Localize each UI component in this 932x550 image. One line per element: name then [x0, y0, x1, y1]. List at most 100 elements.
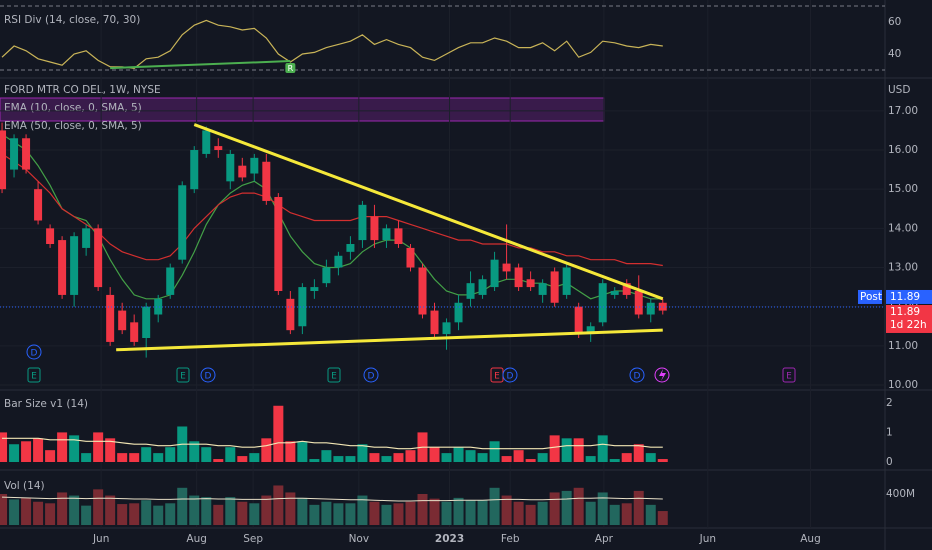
volume-bar — [537, 501, 548, 525]
event-label: E — [331, 372, 337, 382]
candle-body — [142, 306, 151, 339]
volume-bar — [189, 495, 200, 525]
candle-body — [130, 322, 139, 342]
volume-bar — [141, 500, 152, 525]
candle-body — [202, 130, 211, 154]
barsize-bar — [645, 453, 656, 462]
barsize-bar — [165, 447, 176, 462]
candle-body — [478, 279, 487, 295]
x-tick-label: Aug — [800, 533, 821, 545]
y-tick-label: 400M — [886, 488, 915, 500]
volume-bar — [0, 494, 8, 525]
barsize-bar — [477, 453, 488, 462]
barsize-bar — [369, 453, 380, 462]
candle-body — [442, 322, 451, 335]
candle-body — [430, 310, 439, 335]
barsize-bar — [21, 441, 32, 462]
barsize-bar — [9, 444, 20, 462]
volume-bar — [81, 505, 92, 525]
x-tick-label: 2023 — [435, 533, 464, 545]
candle-body — [178, 185, 187, 260]
candle-body — [406, 247, 415, 268]
barsize-bar — [81, 453, 92, 462]
barsize-bar — [285, 441, 296, 462]
barsize-bar — [429, 447, 440, 462]
countdown: 1d 22h — [890, 319, 927, 331]
divergence-line — [110, 60, 291, 70]
volume-bar — [585, 501, 596, 525]
event-icon — [27, 367, 41, 383]
volume-bar — [645, 504, 656, 525]
candle-body — [10, 138, 19, 170]
volume-bar — [441, 501, 452, 525]
candle-body — [502, 263, 511, 272]
candle-body — [0, 130, 7, 190]
volume-bar — [417, 494, 428, 525]
candle-body — [382, 228, 391, 241]
candle-body — [646, 302, 655, 315]
volume-bar — [321, 501, 332, 525]
barsize-bar — [309, 459, 320, 462]
event-label: E — [494, 372, 500, 382]
y-tick-label: 17.00 — [888, 105, 918, 117]
barsize-bar — [501, 456, 512, 462]
symbol-title: FORD MTR CO DEL, 1W, NYSE — [4, 84, 161, 96]
candle-body — [274, 197, 283, 292]
y-tick-label: 2 — [886, 397, 893, 409]
event-icon — [26, 344, 42, 360]
volume-bar — [309, 504, 320, 525]
volume-bar — [489, 487, 500, 525]
volume-bar — [237, 501, 248, 525]
candle-body — [358, 204, 367, 241]
volume-bar — [657, 511, 668, 525]
volume-bar — [285, 492, 296, 525]
barsize-bar — [537, 453, 548, 462]
barsize-bar — [225, 447, 236, 462]
x-tick-label: Sep — [243, 533, 263, 545]
candle-body — [22, 138, 31, 170]
y-tick-label: 11.00 — [888, 340, 918, 352]
volume-bar — [165, 503, 176, 525]
candle-body — [58, 240, 67, 295]
barsize-bar — [297, 441, 308, 462]
x-tick-label: Feb — [501, 533, 520, 545]
post-box — [858, 289, 882, 304]
volume-bar — [633, 490, 644, 525]
candle-body — [394, 228, 403, 245]
y-tick-label: 14.00 — [888, 222, 918, 234]
volume-bar — [273, 485, 284, 525]
barsize-bar — [453, 447, 464, 462]
event-icon — [363, 367, 379, 383]
y-tick-label: 0 — [886, 456, 893, 468]
candle-body — [298, 287, 307, 327]
candle-body — [466, 283, 475, 299]
barsize-bar — [93, 432, 104, 462]
event-label: D — [31, 349, 38, 359]
event-label: E — [31, 372, 37, 382]
candle-body — [490, 259, 499, 288]
currency: USD — [888, 84, 910, 96]
candle-body — [322, 267, 331, 284]
ema-line — [1, 153, 663, 267]
barsize-bar — [129, 453, 140, 462]
barsize-bar — [549, 435, 560, 462]
event-icon — [654, 367, 670, 383]
post-price: 11.89 — [890, 291, 920, 303]
trendline — [193, 123, 664, 301]
volume-bar — [105, 495, 116, 525]
volume-bar — [549, 492, 560, 525]
volume-bar — [453, 497, 464, 525]
price-box — [886, 304, 932, 333]
candle-body — [34, 189, 43, 221]
candle-body — [346, 244, 355, 252]
candle-body — [622, 283, 631, 295]
trendline — [116, 328, 663, 352]
volume-bar — [429, 498, 440, 525]
barsize-bar — [213, 459, 224, 462]
barsize-bar — [465, 450, 476, 462]
volume-bar — [333, 503, 344, 525]
volume-bar — [33, 501, 44, 525]
y-tick-label: 16.00 — [888, 144, 918, 156]
candle-body — [586, 326, 595, 335]
